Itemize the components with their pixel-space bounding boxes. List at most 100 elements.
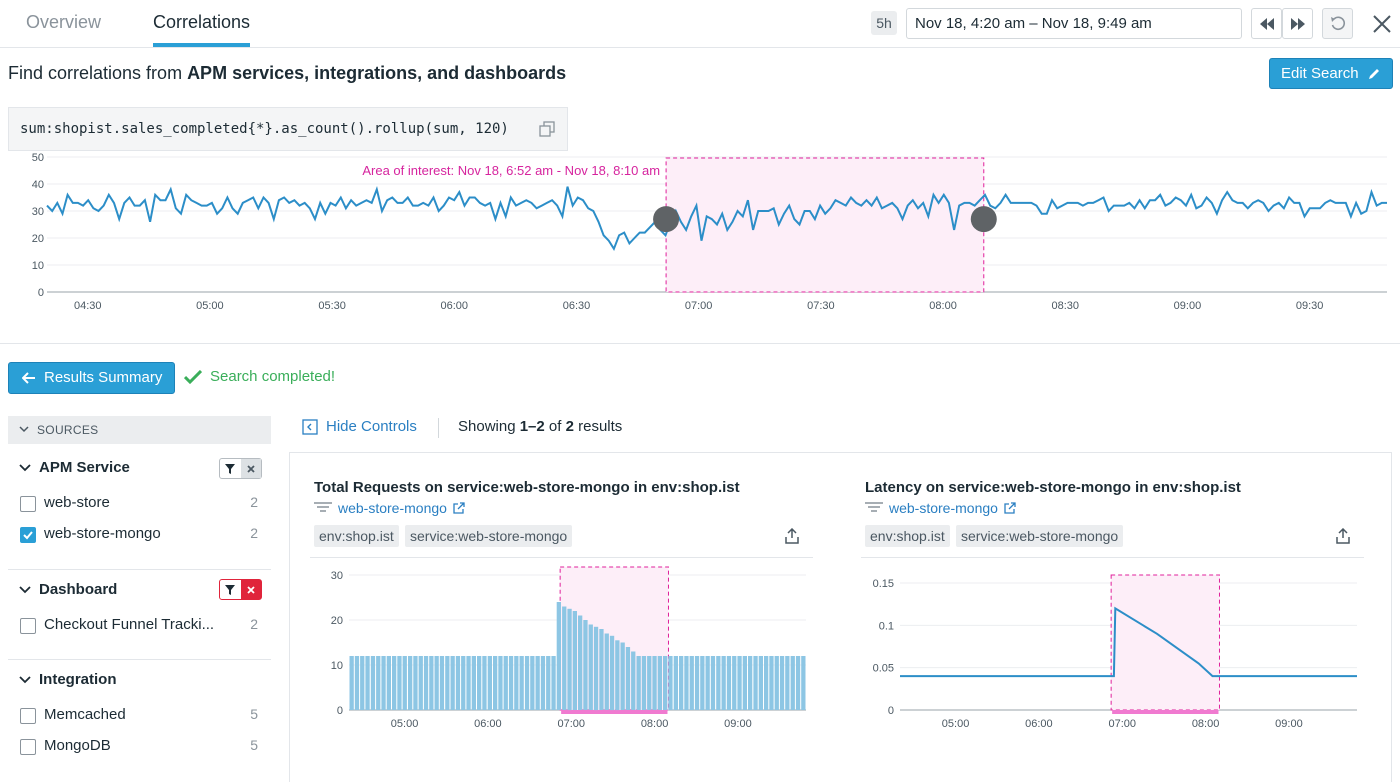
bar [716, 656, 721, 710]
bar [540, 656, 546, 710]
bar [795, 656, 801, 710]
results-count-suffix: results [573, 418, 623, 435]
results-summary-button[interactable]: Results Summary [8, 362, 175, 394]
bar [737, 656, 742, 710]
bar [493, 656, 498, 710]
filter-button[interactable] [220, 459, 241, 478]
bar [732, 656, 737, 710]
chevron-down-icon[interactable] [19, 676, 31, 684]
bar [546, 656, 551, 710]
active-tab-indicator [153, 43, 250, 47]
chevron-down-icon[interactable] [19, 464, 31, 472]
latency-chart[interactable]: 0.15 0.1 0.05 0 05:00 06:00 07:00 08:00 09:00 [861, 560, 1366, 735]
bar [636, 656, 641, 710]
checkmark-icon [23, 531, 33, 540]
facet-item-memcached[interactable]: Memcached 5 [20, 706, 265, 726]
checkbox[interactable] [20, 708, 36, 724]
bar [609, 635, 615, 711]
facet-item-web-store-mongo[interactable]: web-store-mongo 2 [20, 525, 265, 545]
bar [679, 656, 684, 710]
close-icon [247, 464, 255, 473]
x-tick-label: 06:00 [441, 300, 469, 312]
range-handle-right[interactable] [970, 206, 997, 233]
area-of-interest [665, 157, 985, 293]
fast-forward-button[interactable] [1282, 8, 1313, 39]
checkbox[interactable] [20, 618, 36, 634]
tag-service[interactable]: service:web-store-mongo [405, 525, 573, 547]
tag-env[interactable]: env:shop.ist [865, 525, 950, 547]
hide-controls-button[interactable]: Hide Controls [302, 418, 417, 435]
bar [530, 656, 535, 710]
range-handle-left[interactable] [653, 206, 680, 233]
checkbox[interactable] [20, 739, 36, 755]
filter-button[interactable] [220, 580, 241, 599]
facet-title-integration[interactable]: Integration [39, 671, 117, 688]
clear-button[interactable] [240, 580, 261, 599]
filter-lines-icon [314, 502, 332, 512]
tag-env[interactable]: env:shop.ist [314, 525, 399, 547]
filter-icon [225, 463, 236, 474]
chevron-down-icon[interactable] [19, 586, 31, 594]
sources-header[interactable]: SOURCES [8, 416, 271, 444]
x-tick-label: 06:30 [563, 300, 591, 312]
tab-overview[interactable]: Overview [26, 12, 102, 32]
share-icon[interactable] [1335, 528, 1351, 544]
facet-item-checkout-funnel[interactable]: Checkout Funnel Tracki... 2 [20, 616, 265, 636]
rewind-button[interactable] [1251, 8, 1282, 39]
facet-title-dashboard[interactable]: Dashboard [39, 581, 118, 598]
bar [742, 656, 747, 710]
share-icon[interactable] [784, 528, 800, 544]
y-tick-label: 50 [32, 152, 44, 164]
y-tick-label: 10 [331, 660, 343, 672]
facet-item-count: 2 [250, 616, 258, 632]
bar [349, 656, 354, 710]
close-icon [247, 585, 255, 594]
tab-correlations[interactable]: Correlations [153, 12, 251, 32]
x-tick-label: 07:00 [1108, 718, 1136, 730]
facet-item-mongodb[interactable]: MongoDB 5 [20, 737, 265, 757]
search-status: Search completed! [184, 368, 335, 385]
page-heading: Find correlations from APM services, int… [8, 63, 566, 84]
undo-icon [1330, 16, 1345, 30]
tag-service[interactable]: service:web-store-mongo [956, 525, 1124, 547]
card-link-label: web-store-mongo [338, 500, 447, 516]
results-count-prefix: Showing [458, 418, 520, 435]
main-timeseries-chart[interactable]: 50 40 30 20 10 0 04:30 05:00 05:30 06:00 06:30 07:0… [0, 148, 1400, 318]
x-tick-label: 09:00 [1275, 718, 1303, 730]
copy-icon[interactable] [539, 121, 555, 137]
heading-prefix: Find correlations from [8, 63, 188, 83]
facet-item-count: 2 [250, 525, 258, 541]
x-tick-label: 07:00 [685, 300, 713, 312]
close-icon[interactable] [1370, 12, 1394, 36]
time-range-badge[interactable]: 5h [871, 11, 897, 35]
facet-title-apm-service[interactable]: APM Service [39, 459, 130, 476]
y-tick-label: 0 [337, 705, 343, 717]
bar [354, 656, 360, 710]
facet-item-label: web-store [44, 494, 110, 511]
checkbox-checked[interactable] [20, 527, 36, 543]
card-title: Total Requests on service:web-store-mong… [314, 479, 740, 496]
bar [721, 656, 726, 710]
facet-item-label: Checkout Funnel Tracki... [44, 616, 215, 633]
clear-button[interactable] [240, 459, 261, 478]
checkbox[interactable] [20, 496, 36, 512]
card-service-link[interactable]: web-store-mongo [865, 500, 1016, 516]
edit-search-button[interactable]: Edit Search [1269, 58, 1393, 89]
reset-button[interactable] [1322, 8, 1353, 39]
y-tick-label: 30 [331, 570, 343, 582]
bar [774, 656, 779, 710]
facet-item-web-store[interactable]: web-store 2 [20, 494, 265, 514]
card-divider [861, 557, 1364, 558]
bar [477, 656, 482, 710]
x-tick-label: 04:30 [74, 300, 102, 312]
facet-item-count: 5 [250, 706, 258, 722]
bar [657, 656, 662, 710]
total-requests-chart[interactable]: 30 20 10 0 05:00 06:00 07:00 08:00 09:00 [310, 560, 815, 735]
time-range-input[interactable]: Nov 18, 4:20 am – Nov 18, 9:49 am [906, 8, 1242, 39]
checkmark-icon [184, 369, 202, 384]
x-tick-label: 09:00 [1174, 300, 1202, 312]
results-count: Showing 1–2 of 2 results [458, 418, 622, 435]
card-service-link[interactable]: web-store-mongo [314, 500, 465, 516]
y-tick-label: 40 [32, 179, 44, 191]
facet-item-label: Memcached [44, 706, 126, 723]
